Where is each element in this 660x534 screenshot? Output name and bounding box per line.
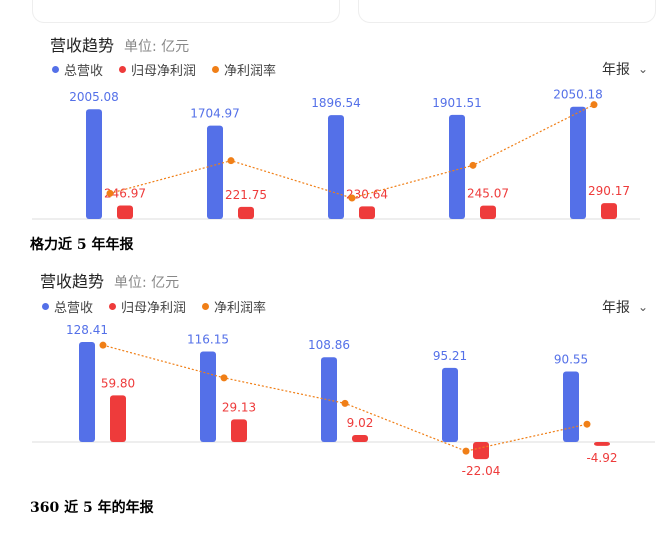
revenue-value-label: 1704.97 xyxy=(190,107,240,121)
chart-legend: 总营收 归母净利润 净利润率 xyxy=(52,60,276,79)
profit-value-label: 245.07 xyxy=(467,187,509,201)
legend-label-revenue: 总营收 xyxy=(54,301,94,316)
margin-point xyxy=(583,420,591,428)
legend-dot-revenue xyxy=(42,303,49,310)
profit-value-label: 29.13 xyxy=(222,400,256,414)
profit-bar xyxy=(238,206,254,219)
chart-header: 营收趋势 单位: 亿元 xyxy=(50,32,189,56)
margin-point xyxy=(462,447,470,455)
profit-value-label: 221.75 xyxy=(225,188,267,202)
legend-dot-profit xyxy=(109,303,117,310)
chart-header: 营收趋势 单位: 亿元 xyxy=(40,268,179,292)
revenue-bar xyxy=(328,115,344,219)
revenue-value-label: 95.21 xyxy=(433,349,467,363)
chart-title: 营收趋势 xyxy=(50,36,115,55)
card-edge-left-2 xyxy=(32,252,338,262)
revenue-value-label: 1901.51 xyxy=(432,96,482,110)
caption-gree: 格力近 5 年年报 xyxy=(30,237,134,253)
margin-line xyxy=(102,344,588,452)
chart-title: 营收趋势 xyxy=(40,272,105,291)
margin-point xyxy=(590,101,598,109)
legend-dot-profit xyxy=(119,66,127,73)
revenue-bar xyxy=(79,342,95,442)
chevron-down-icon: ⌄ xyxy=(638,62,649,76)
chart-360: 128.41 59.80 116.15 29.13 108.86 9.02 95.21 -22… xyxy=(32,323,655,478)
margin-point xyxy=(99,341,107,349)
profit-value-label: 246.97 xyxy=(104,186,146,200)
revenue-value-label: 116.15 xyxy=(187,333,229,347)
legend-dot-margin xyxy=(202,303,210,310)
margin-point xyxy=(348,194,356,202)
legend-item-revenue[interactable]: 总营收 xyxy=(52,60,103,79)
legend-item-profit[interactable]: 归母净利润 xyxy=(119,60,196,79)
margin-line xyxy=(109,104,595,199)
revenue-bar xyxy=(86,109,102,219)
legend-label-margin: 净利润率 xyxy=(224,64,277,79)
profit-value-label: 9.02 xyxy=(347,416,374,430)
legend-dot-margin xyxy=(212,66,220,73)
revenue-bar xyxy=(207,125,223,219)
chart-panel-360: 营收趋势 单位: 亿元 总营收 归母净利润 净利润率 年报 ⌄ 128.41 59… xyxy=(0,262,660,478)
revenue-value-label: 90.55 xyxy=(554,352,588,366)
legend-label-profit: 归母净利润 xyxy=(121,301,187,316)
legend-item-revenue[interactable]: 总营收 xyxy=(42,297,93,316)
margin-point xyxy=(341,399,349,407)
revenue-value-label: 128.41 xyxy=(66,323,108,337)
profit-value-label: -22.04 xyxy=(462,464,501,478)
profit-bar xyxy=(594,442,610,446)
margin-point xyxy=(469,161,477,169)
revenue-bar xyxy=(563,371,579,442)
profit-bar xyxy=(601,203,617,219)
card-edge-left xyxy=(32,0,340,23)
margin-point xyxy=(106,189,114,197)
chart-gree: 2005.08 246.97 1704.97 221.75 1896.54 230.64 1… xyxy=(32,88,640,220)
chart-legend: 总营收 归母净利润 净利润率 xyxy=(42,297,266,316)
legend-item-profit[interactable]: 归母净利润 xyxy=(109,297,186,316)
profit-bar xyxy=(480,205,496,219)
legend-label-revenue: 总营收 xyxy=(64,64,104,79)
profit-bar xyxy=(473,442,489,460)
chart-unit: 单位: 亿元 xyxy=(124,39,190,55)
margin-point xyxy=(220,374,228,382)
revenue-bar xyxy=(449,114,465,219)
revenue-value-label: 108.86 xyxy=(308,338,350,352)
profit-bar xyxy=(231,419,247,442)
profit-bar xyxy=(110,395,126,442)
period-label: 年报 xyxy=(602,62,630,78)
period-label: 年报 xyxy=(602,300,630,316)
chevron-down-icon: ⌄ xyxy=(638,300,649,314)
profit-value-label: 290.17 xyxy=(588,184,630,198)
period-selector[interactable]: 年报 ⌄ xyxy=(602,297,648,317)
margin-point xyxy=(227,157,235,165)
legend-label-profit: 归母净利润 xyxy=(131,64,197,79)
chart-unit: 单位: 亿元 xyxy=(114,275,180,291)
legend-dot-revenue xyxy=(52,66,59,73)
profit-bar xyxy=(352,434,368,442)
legend-item-margin[interactable]: 净利润率 xyxy=(212,60,276,79)
revenue-value-label: 1896.54 xyxy=(311,96,361,110)
chart-panel-gree: 营收趋势 单位: 亿元 总营收 归母净利润 净利润率 年报 ⌄ 2005.08 2… xyxy=(0,0,660,230)
profit-bar xyxy=(117,205,133,219)
revenue-bar xyxy=(570,106,586,219)
period-selector[interactable]: 年报 ⌄ xyxy=(602,59,648,79)
profit-value-label: -4.92 xyxy=(586,451,617,465)
revenue-value-label: 2005.08 xyxy=(69,90,119,104)
card-edge-right xyxy=(358,0,656,23)
legend-item-margin[interactable]: 净利润率 xyxy=(202,297,266,316)
profit-value-label: 59.80 xyxy=(101,376,135,390)
profit-bar xyxy=(359,206,375,219)
legend-label-margin: 净利润率 xyxy=(214,301,267,316)
revenue-bar xyxy=(442,367,458,442)
caption-360: 360 近 5 年的年报 xyxy=(30,500,154,516)
revenue-bar xyxy=(200,351,216,442)
profit-value-label: 230.64 xyxy=(346,187,388,201)
revenue-value-label: 2050.18 xyxy=(553,88,603,102)
